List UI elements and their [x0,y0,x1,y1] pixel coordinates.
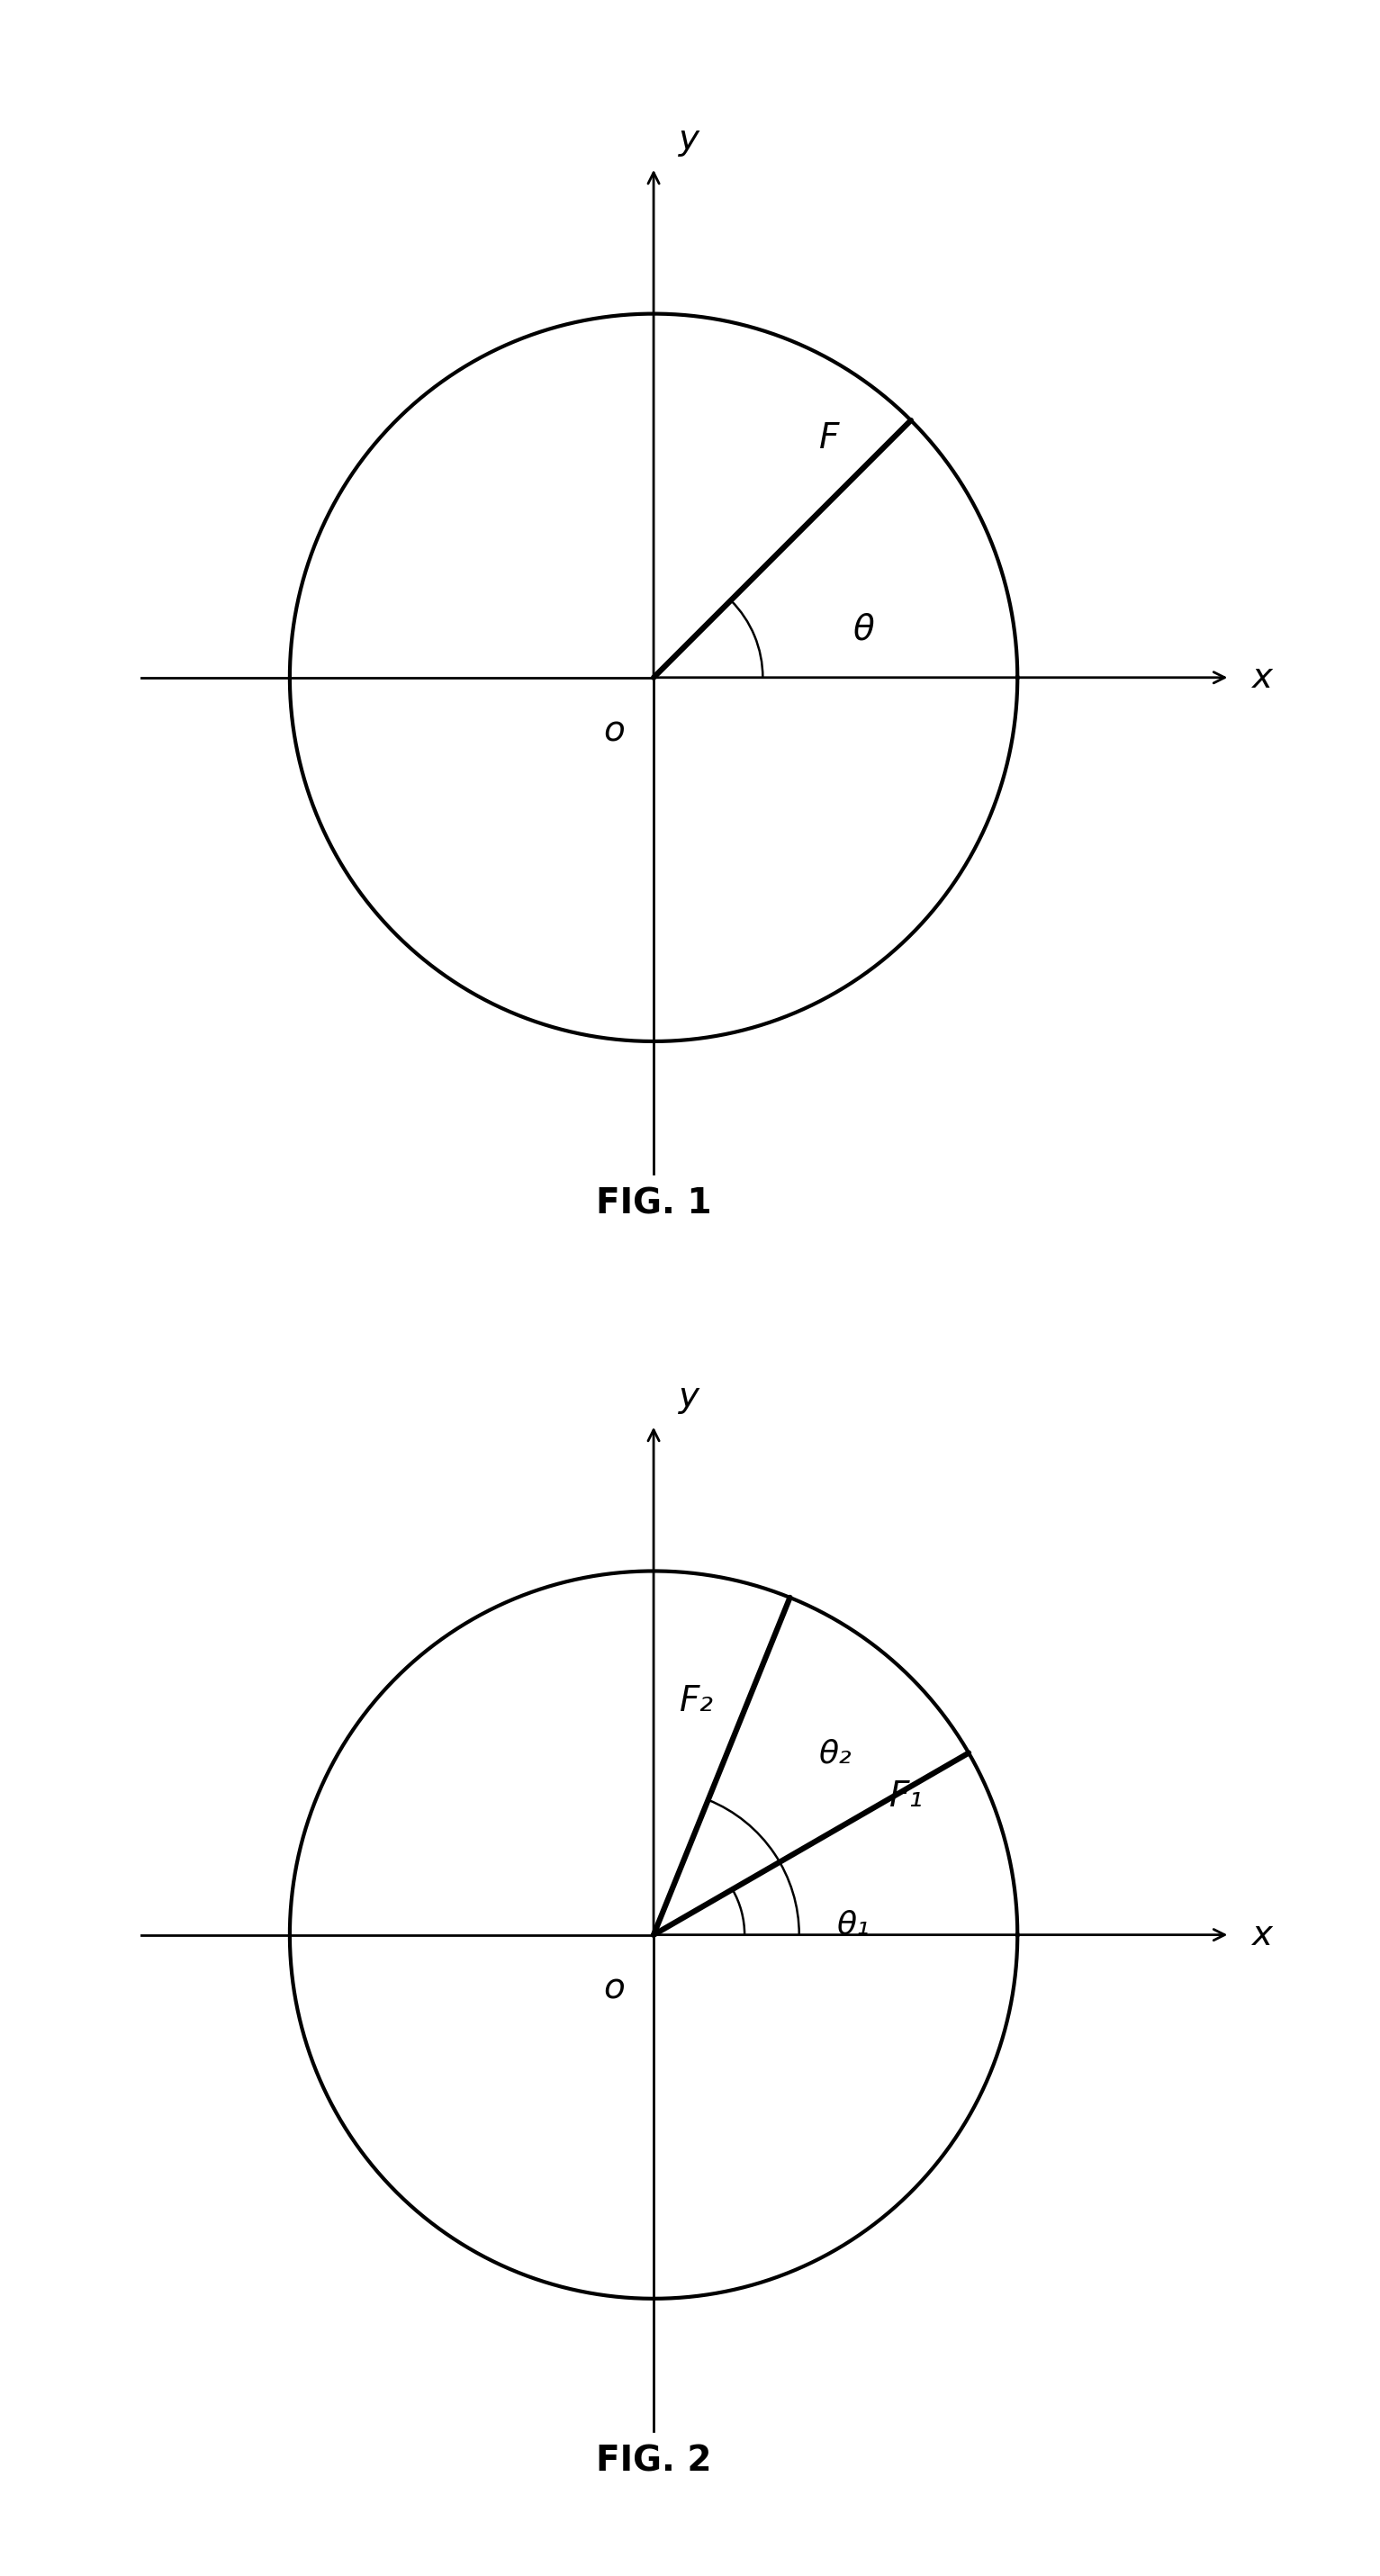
Text: FIG. 2: FIG. 2 [596,2445,712,2478]
Text: o: o [603,714,625,747]
Text: FIG. 1: FIG. 1 [596,1188,712,1221]
Text: x: x [1252,659,1272,696]
Text: F₁: F₁ [890,1780,925,1814]
Text: x: x [1252,1917,1272,1953]
Text: θ₁: θ₁ [836,1909,869,1940]
Text: θ₂: θ₂ [818,1739,851,1770]
Text: o: o [603,1971,625,2004]
Text: y: y [679,1381,700,1414]
Text: y: y [679,121,700,157]
Text: F₂: F₂ [679,1685,713,1718]
Text: F: F [818,420,839,456]
Text: θ: θ [853,613,874,647]
